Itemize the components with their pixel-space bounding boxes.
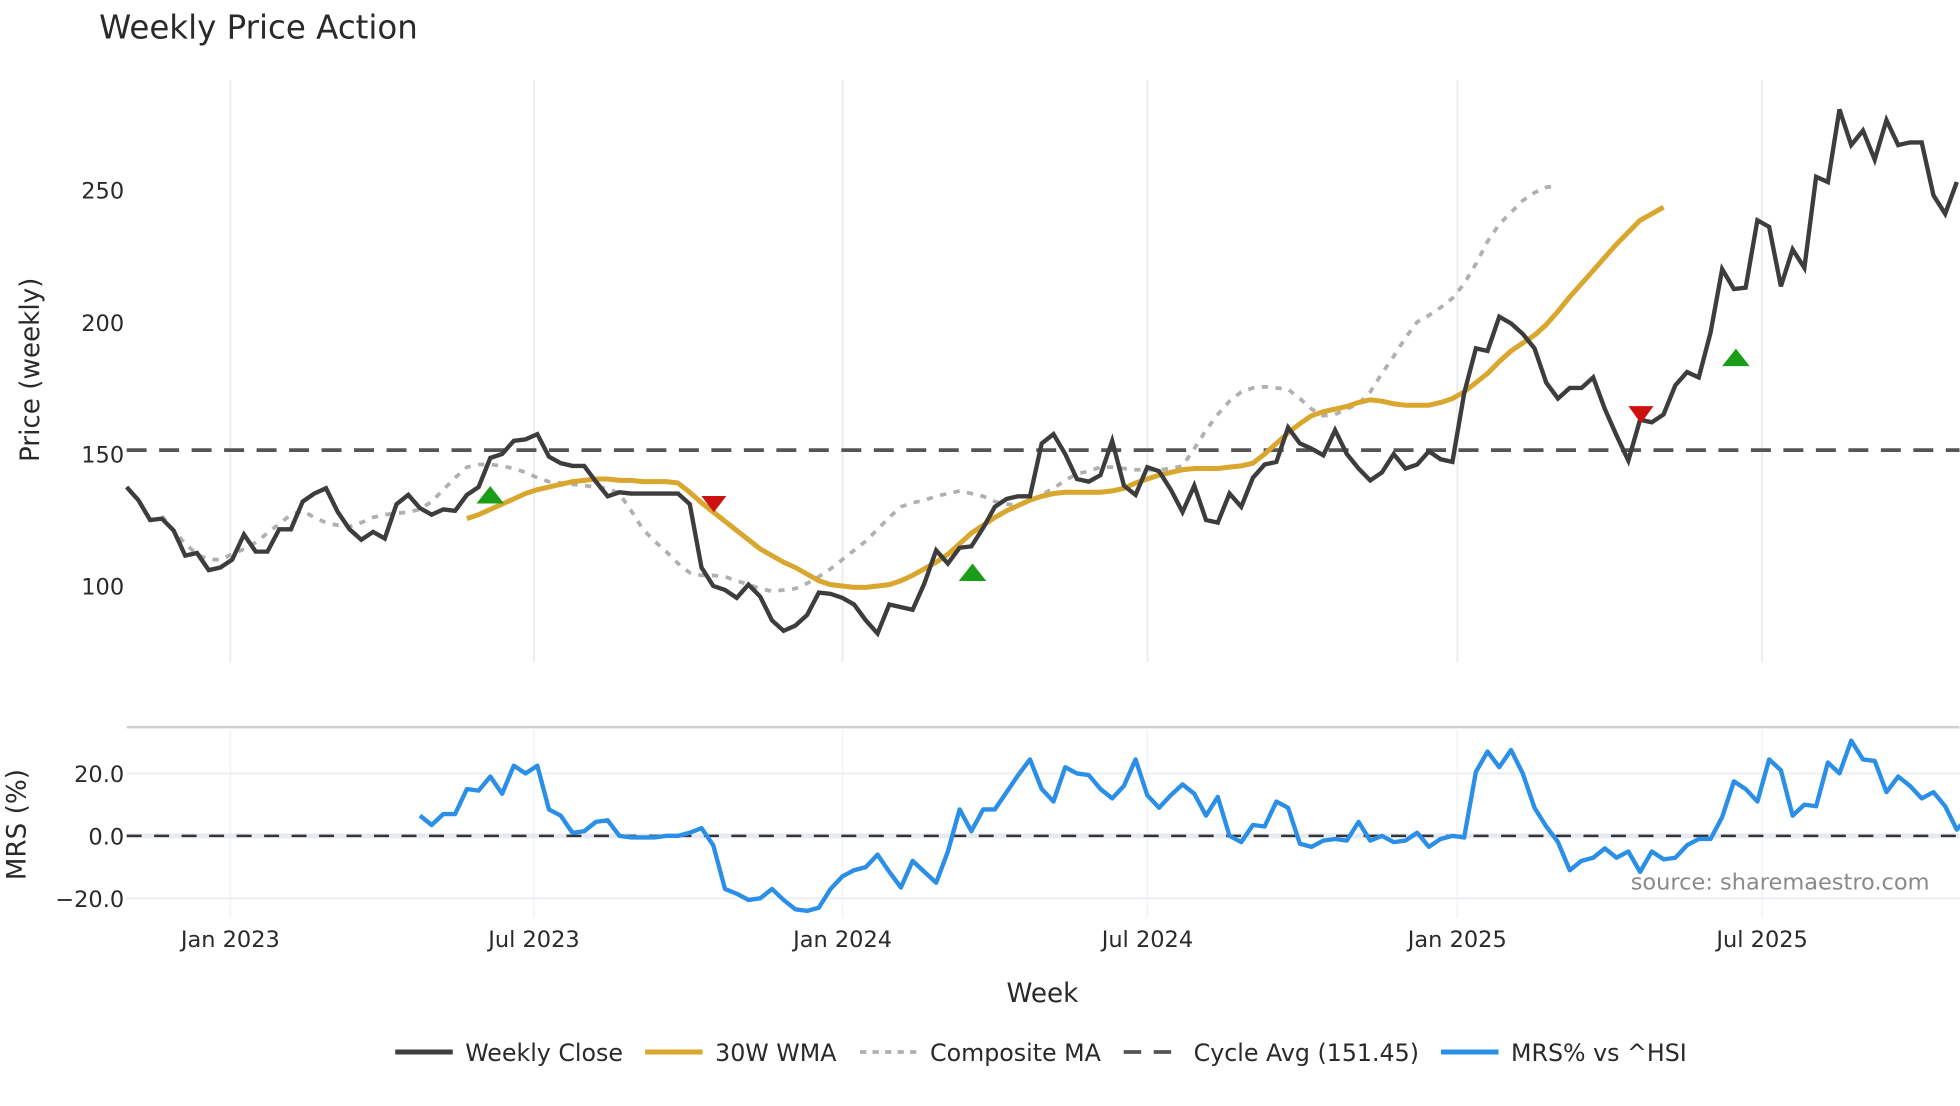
legend-item-cycle-avg[interactable]: Cycle Avg (151.45) bbox=[1123, 1039, 1419, 1067]
legend-item-30w-wma[interactable]: 30W WMA bbox=[645, 1039, 837, 1067]
price-tick-250: 250 bbox=[81, 179, 124, 205]
price-vertical-gridlines bbox=[229, 79, 1764, 663]
legend: Weekly Close 30W WMA Composite MA Cycle … bbox=[395, 1039, 1687, 1067]
price-tick-200: 200 bbox=[81, 311, 124, 337]
x-axis-label: Week bbox=[1007, 979, 1080, 1009]
price-axis-label: Price (weekly) bbox=[16, 278, 46, 462]
mrs-line bbox=[418, 738, 1960, 914]
x-tick-jul-2023: Jul 2023 bbox=[486, 927, 579, 953]
price-tick-100: 100 bbox=[81, 575, 124, 601]
signal-markers bbox=[476, 348, 1750, 581]
x-axis: Jan 2023 Jul 2023 Jan 2024 Jul 2024 Jan … bbox=[179, 927, 1808, 1009]
mrs-axis-label: MRS (%) bbox=[2, 769, 32, 880]
legend-label: Cycle Avg (151.45) bbox=[1194, 1039, 1419, 1067]
buy-signal-icon bbox=[958, 563, 987, 581]
x-tick-jul-2025: Jul 2025 bbox=[1714, 927, 1807, 953]
mrs-tick-0: 0.0 bbox=[88, 825, 124, 851]
buy-signal-icon bbox=[476, 486, 504, 504]
legend-label: Weekly Close bbox=[465, 1039, 623, 1067]
mrs-vertical-gridlines bbox=[229, 729, 1764, 919]
x-tick-jan-2024: Jan 2024 bbox=[791, 927, 892, 953]
source-note: source: sharemaestro.com bbox=[1631, 870, 1930, 896]
legend-label: Composite MA bbox=[930, 1039, 1102, 1067]
weekly-close-line bbox=[125, 108, 1959, 638]
legend-item-mrs[interactable]: MRS% vs ^HSI bbox=[1441, 1039, 1687, 1067]
mrs-y-axis: 20.0 0.0 −20.0 MRS (%) bbox=[2, 762, 124, 913]
price-y-axis: 250 200 150 100 Price (weekly) bbox=[16, 179, 124, 601]
sell-signal-icon bbox=[1628, 406, 1654, 424]
mrs-tick-neg20: −20.0 bbox=[55, 887, 124, 913]
price-tick-150: 150 bbox=[81, 442, 124, 468]
chart-title: Weekly Price Action bbox=[99, 9, 418, 47]
sell-signal-icon bbox=[701, 496, 727, 513]
legend-label: MRS% vs ^HSI bbox=[1511, 1039, 1687, 1067]
legend-item-weekly-close[interactable]: Weekly Close bbox=[395, 1039, 623, 1067]
buy-signal-icon bbox=[1722, 348, 1750, 367]
mrs-tick-20: 20.0 bbox=[74, 762, 124, 788]
x-tick-jan-2023: Jan 2023 bbox=[179, 927, 280, 953]
x-tick-jul-2024: Jul 2024 bbox=[1100, 927, 1193, 953]
legend-item-composite-ma[interactable]: Composite MA bbox=[860, 1039, 1102, 1067]
legend-label: 30W WMA bbox=[715, 1039, 837, 1067]
wma-30w-line bbox=[466, 204, 1665, 590]
x-tick-jan-2025: Jan 2025 bbox=[1406, 927, 1507, 953]
composite-ma-line bbox=[160, 184, 1559, 594]
